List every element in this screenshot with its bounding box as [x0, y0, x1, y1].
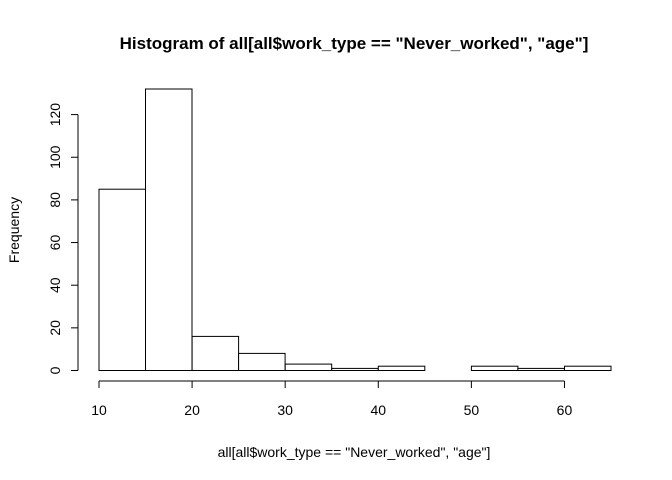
y-tick-label: 120 — [47, 103, 63, 127]
histogram-bar-3 — [238, 352, 286, 371]
histogram-bar-6 — [377, 365, 426, 372]
y-axis-label: Frequency — [6, 197, 22, 263]
histogram-bar-9 — [517, 367, 565, 371]
histogram-bar-5 — [331, 367, 379, 371]
x-tick-label: 60 — [557, 402, 573, 418]
y-tick-label: 0 — [47, 366, 63, 374]
y-tick-label: 100 — [47, 145, 63, 169]
x-tick-label: 50 — [464, 402, 480, 418]
chart-title: Histogram of all[all$work_type == "Never… — [120, 34, 589, 53]
x-axis-label: all[all$work_type == "Never_worked", "ag… — [218, 444, 491, 460]
x-tick-label: 40 — [370, 402, 386, 418]
histogram-bar-0 — [98, 188, 146, 371]
bars-group — [98, 88, 612, 372]
y-tick-label: 60 — [47, 235, 63, 251]
histogram-bar-10 — [564, 365, 612, 372]
y-tick-label: 80 — [47, 192, 63, 208]
histogram-bar-8 — [470, 365, 519, 372]
histogram-bar-1 — [145, 88, 193, 371]
x-tick-label: 10 — [91, 402, 107, 418]
y-tick-label: 20 — [47, 320, 63, 336]
histogram-bar-2 — [191, 335, 240, 371]
x-tick-label: 20 — [184, 402, 200, 418]
histogram-bar-4 — [284, 363, 333, 372]
y-axis: 0 20 40 60 80 100 120 — [47, 103, 79, 374]
x-tick-label: 30 — [277, 402, 293, 418]
x-axis: 10 20 30 40 50 60 — [91, 380, 573, 418]
y-tick-label: 40 — [47, 277, 63, 293]
